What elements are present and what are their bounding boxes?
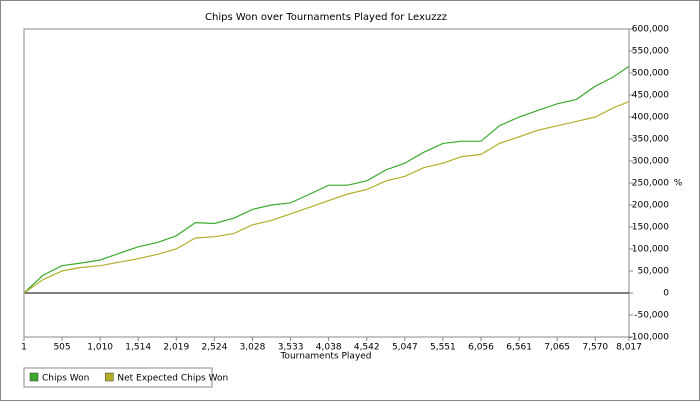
x-tick-label: 3,533 <box>278 343 304 353</box>
y-axis-label: % <box>674 179 683 189</box>
y-tick-label: 350,000 <box>632 135 669 145</box>
y-tick-label: 400,000 <box>632 113 669 123</box>
x-axis-label: Tournaments Played <box>279 352 371 362</box>
x-tick-label: 5,551 <box>430 343 456 353</box>
x-tick-label: 6,561 <box>506 343 532 353</box>
legend-label: Chips Won <box>42 374 89 384</box>
y-tick-label: 0 <box>663 289 669 299</box>
y-tick-label: 200,000 <box>632 201 669 211</box>
y-tick-label: 100,000 <box>632 245 669 255</box>
x-tick-label: 2,019 <box>163 343 189 353</box>
y-tick-label: 500,000 <box>632 69 669 79</box>
legend-box <box>23 367 213 388</box>
y-tick-label: 300,000 <box>632 157 669 167</box>
y-tick-label: 550,000 <box>632 47 669 57</box>
x-tick-label: 1,514 <box>125 343 151 353</box>
plot-area <box>23 28 630 338</box>
series-line <box>23 65 630 294</box>
legend-swatch <box>105 372 114 382</box>
y-tick-label: 150,000 <box>632 223 669 233</box>
x-tick-label: 4,542 <box>354 343 380 353</box>
y-tick-label: -100,000 <box>629 333 670 343</box>
series-line <box>23 101 630 294</box>
x-tick-label: 8,017 <box>616 343 642 353</box>
y-tick-label: -50,000 <box>634 311 669 321</box>
x-tick-label: 4,038 <box>316 343 342 353</box>
x-tick-label: 1,010 <box>87 343 113 353</box>
chart-title: Chips Won over Tournaments Played for Le… <box>205 12 447 23</box>
y-tick-label: 250,000 <box>632 179 669 189</box>
x-tick-label: 7,570 <box>582 343 608 353</box>
x-tick-label: 3,028 <box>240 343 266 353</box>
x-tick-label: 7,065 <box>544 343 570 353</box>
y-tick-label: 600,000 <box>632 25 669 35</box>
x-tick-label: 2,524 <box>202 343 228 353</box>
y-tick-label: 450,000 <box>632 91 669 101</box>
x-tick-label: 505 <box>53 343 70 353</box>
x-tick-label: 1 <box>21 343 27 353</box>
x-tick-label: 6,056 <box>468 343 494 353</box>
legend-label: Net Expected Chips Won <box>117 374 228 384</box>
y-tick-label: 50,000 <box>638 267 670 277</box>
legend-swatch <box>29 372 39 382</box>
x-tick-label: 5,047 <box>392 343 418 353</box>
